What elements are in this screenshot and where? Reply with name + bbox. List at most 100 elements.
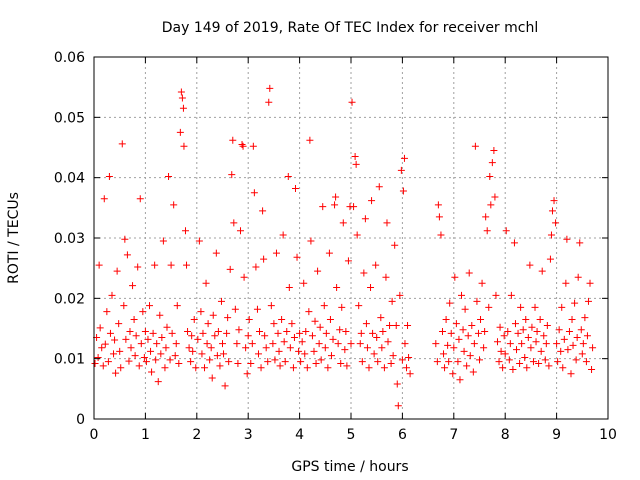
data-point xyxy=(537,347,545,355)
data-point xyxy=(281,358,289,366)
data-point xyxy=(118,140,126,148)
data-point xyxy=(527,344,535,352)
data-point xyxy=(252,263,260,271)
data-point xyxy=(343,362,351,370)
data-point xyxy=(358,358,366,366)
data-point xyxy=(572,356,580,364)
data-point xyxy=(177,88,185,96)
data-point xyxy=(310,347,318,355)
data-point xyxy=(266,84,274,92)
data-point xyxy=(454,358,462,366)
data-point xyxy=(161,364,169,372)
data-point xyxy=(280,338,288,346)
data-point xyxy=(370,350,378,358)
data-point xyxy=(391,241,399,249)
data-point xyxy=(108,291,116,299)
data-point xyxy=(201,364,209,372)
x-tick-label: 1 xyxy=(141,427,150,443)
data-point xyxy=(176,128,184,136)
data-point xyxy=(332,193,340,201)
data-point xyxy=(279,231,287,239)
data-point xyxy=(325,249,333,257)
data-point xyxy=(220,350,228,358)
data-point xyxy=(333,283,341,291)
data-point xyxy=(478,279,486,287)
data-point xyxy=(185,344,193,352)
data-point xyxy=(217,297,225,305)
data-point xyxy=(388,297,396,305)
data-point xyxy=(338,303,346,311)
x-tick-label: 6 xyxy=(398,427,407,443)
data-point xyxy=(141,328,149,336)
data-point xyxy=(432,340,440,348)
x-tick-label: 4 xyxy=(295,427,304,443)
data-point xyxy=(473,297,481,305)
data-point xyxy=(573,334,581,342)
data-point xyxy=(445,358,453,366)
data-point xyxy=(219,340,226,348)
data-point xyxy=(341,346,349,354)
data-point xyxy=(331,201,339,209)
y-tick-label: 0.03 xyxy=(54,231,85,247)
data-point xyxy=(303,364,311,372)
data-point xyxy=(351,153,359,161)
data-point xyxy=(334,340,342,348)
data-point xyxy=(216,362,224,370)
data-point xyxy=(554,358,562,366)
data-point xyxy=(571,299,579,307)
data-point xyxy=(372,261,380,269)
data-point xyxy=(511,320,519,328)
data-point xyxy=(555,326,563,334)
data-point xyxy=(399,187,407,195)
data-point xyxy=(207,344,215,352)
data-point xyxy=(167,261,175,269)
data-point xyxy=(327,352,335,360)
data-point xyxy=(389,352,397,360)
data-point xyxy=(199,329,207,337)
data-point xyxy=(320,302,328,310)
data-point xyxy=(296,329,304,337)
data-point xyxy=(547,231,555,239)
data-point xyxy=(211,332,219,340)
data-point xyxy=(184,328,192,336)
data-point xyxy=(444,341,452,349)
data-point xyxy=(226,265,234,273)
data-point xyxy=(588,366,596,374)
data-point xyxy=(284,172,292,180)
data-point xyxy=(461,305,469,313)
data-point xyxy=(526,261,534,269)
data-point xyxy=(383,219,391,227)
data-point xyxy=(151,261,159,269)
x-tick-label: 0 xyxy=(90,427,99,443)
data-point xyxy=(460,347,468,355)
data-point xyxy=(324,364,332,372)
data-point xyxy=(529,358,537,366)
data-point xyxy=(131,352,139,360)
data-point xyxy=(441,364,449,372)
data-point xyxy=(369,329,377,337)
data-point xyxy=(567,370,575,378)
data-point xyxy=(305,308,313,316)
x-tick-label: 9 xyxy=(552,427,561,443)
data-point xyxy=(306,136,314,144)
data-point xyxy=(518,340,526,348)
y-axis-label: ROTI / TECUs xyxy=(6,192,22,284)
data-point xyxy=(173,302,181,310)
data-point xyxy=(540,332,548,340)
data-point xyxy=(301,350,309,358)
data-point xyxy=(449,370,457,378)
data-point xyxy=(507,291,515,299)
data-point xyxy=(130,315,138,323)
data-point xyxy=(465,269,473,277)
data-point xyxy=(187,358,195,366)
data-point xyxy=(285,283,293,291)
data-point xyxy=(271,356,279,364)
data-point xyxy=(576,239,584,247)
data-point xyxy=(189,347,197,355)
data-point xyxy=(499,364,507,372)
data-point xyxy=(456,376,464,384)
data-point xyxy=(298,338,306,346)
data-point xyxy=(377,314,385,322)
data-point xyxy=(234,359,242,367)
